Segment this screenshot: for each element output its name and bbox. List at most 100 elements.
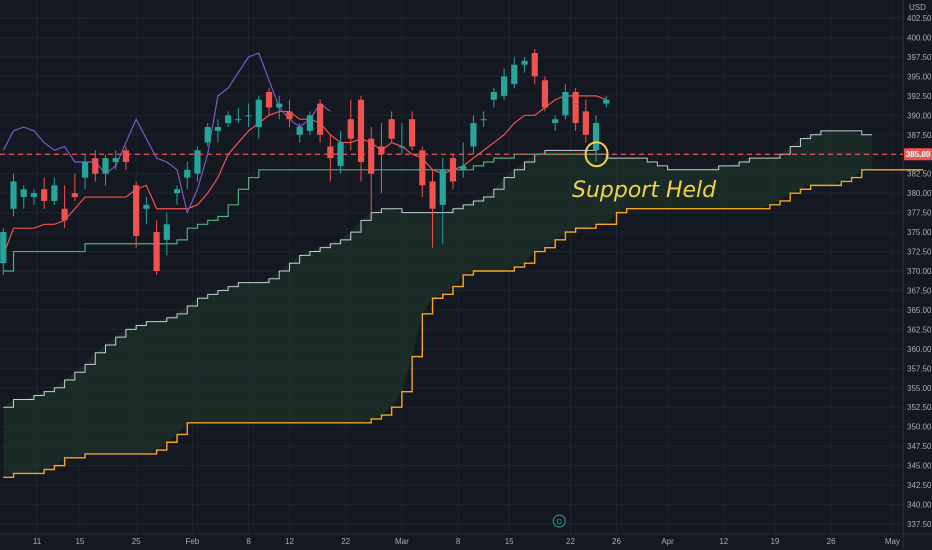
candle xyxy=(388,111,395,143)
overlays: 385.00 D xyxy=(0,141,932,528)
candle-body xyxy=(439,169,446,205)
candle-body xyxy=(81,162,89,178)
support-highlight-circle xyxy=(584,141,609,168)
indicator-lines xyxy=(2,52,924,478)
candle xyxy=(306,111,313,135)
candle xyxy=(51,177,58,205)
candle xyxy=(500,68,508,100)
candle-body xyxy=(10,181,17,209)
kijun-line xyxy=(3,153,607,272)
candle-body xyxy=(20,189,27,198)
candle-body xyxy=(296,126,303,135)
candle-body xyxy=(511,64,518,85)
candle-body xyxy=(419,150,426,186)
y-tick-label: 360.00 xyxy=(907,345,932,354)
candle-body xyxy=(327,146,334,159)
candle xyxy=(368,126,375,213)
y-tick-label: 355.00 xyxy=(907,384,932,393)
span-a-line xyxy=(3,130,872,408)
y-tick-label: 342.50 xyxy=(907,481,932,490)
candle-body xyxy=(552,119,559,124)
candle xyxy=(480,111,487,127)
candle xyxy=(398,123,405,155)
candle xyxy=(552,115,559,131)
candle xyxy=(102,154,109,186)
price-tag-label: 385.00 xyxy=(906,150,931,159)
candle xyxy=(296,123,303,143)
candle-body xyxy=(378,146,385,155)
candle xyxy=(327,134,334,182)
candle-body xyxy=(337,142,344,166)
candle-body xyxy=(592,123,600,151)
candle-body xyxy=(204,126,211,143)
candle-body xyxy=(368,138,375,174)
x-axis[interactable]: 11 15 25 Feb 8 12 22 Mar 8 15 22 26 Apr 12 19 26 May xyxy=(33,537,900,546)
candle-body xyxy=(582,111,589,135)
y-tick-label: 370.00 xyxy=(907,267,932,276)
candle-body xyxy=(112,158,119,163)
candle xyxy=(357,95,365,182)
y-tick-label: 385.00 xyxy=(907,150,932,159)
candle xyxy=(419,146,426,198)
candle xyxy=(235,107,242,124)
y-tick-label: 382.50 xyxy=(907,170,932,179)
candle xyxy=(184,162,191,190)
y-tick-label: 347.50 xyxy=(907,442,932,451)
candle-body xyxy=(531,53,538,77)
candle-body xyxy=(30,193,38,198)
candle-body xyxy=(265,91,273,108)
candle-body xyxy=(306,115,313,131)
y-axis[interactable]: USD 402.50 400.00 397.50 395.00 392.50 390.00… xyxy=(907,3,932,529)
candle xyxy=(255,95,262,139)
candle xyxy=(378,123,385,194)
candle-body xyxy=(317,103,324,135)
x-tick-label: 12 xyxy=(719,537,728,546)
y-tick-label: 337.50 xyxy=(907,520,932,529)
candle-body xyxy=(603,99,610,104)
candle-body xyxy=(480,119,487,121)
price-tag xyxy=(904,148,932,161)
candle xyxy=(204,123,211,147)
candle xyxy=(449,154,457,190)
y-tick-label: 365.00 xyxy=(907,306,932,315)
candles xyxy=(0,49,610,275)
y-tick-label: 367.50 xyxy=(907,286,932,295)
candle xyxy=(194,146,201,182)
x-tick-label: Apr xyxy=(661,537,674,546)
candle xyxy=(112,150,119,170)
candle-body xyxy=(429,181,436,209)
y-tick-label: 395.00 xyxy=(907,72,932,81)
candle-body xyxy=(0,232,7,264)
y-tick-label: 397.50 xyxy=(907,53,932,62)
candle xyxy=(0,228,7,275)
candle-body xyxy=(449,158,457,182)
candle-body xyxy=(225,115,232,124)
candle-body xyxy=(173,189,181,194)
y-tick-label: 340.00 xyxy=(907,501,932,510)
candle-body xyxy=(235,119,242,121)
y-tick-label: 345.00 xyxy=(907,462,932,471)
y-tick-label: 392.50 xyxy=(907,92,932,101)
candle xyxy=(582,99,589,143)
candle-body xyxy=(347,119,354,139)
y-tick-label: 377.50 xyxy=(907,209,932,218)
x-tick-label: 15 xyxy=(75,537,84,546)
ichimoku-cloud xyxy=(3,130,873,478)
candle-body xyxy=(184,169,191,178)
x-tick-label: 25 xyxy=(132,537,141,546)
candle-body xyxy=(214,126,222,131)
x-tick-label: 26 xyxy=(612,537,621,546)
candle xyxy=(153,220,160,275)
candle-body xyxy=(51,185,58,201)
x-tick-label: 22 xyxy=(566,537,575,546)
y-tick-label: 350.00 xyxy=(907,423,932,432)
candle xyxy=(225,111,232,127)
x-tick-label: 8 xyxy=(456,537,461,546)
candle-body xyxy=(133,185,140,236)
tenkan-line xyxy=(2,95,607,256)
dividend-marker-icon[interactable] xyxy=(552,514,566,528)
candle-body xyxy=(61,208,68,221)
candle xyxy=(143,197,150,225)
